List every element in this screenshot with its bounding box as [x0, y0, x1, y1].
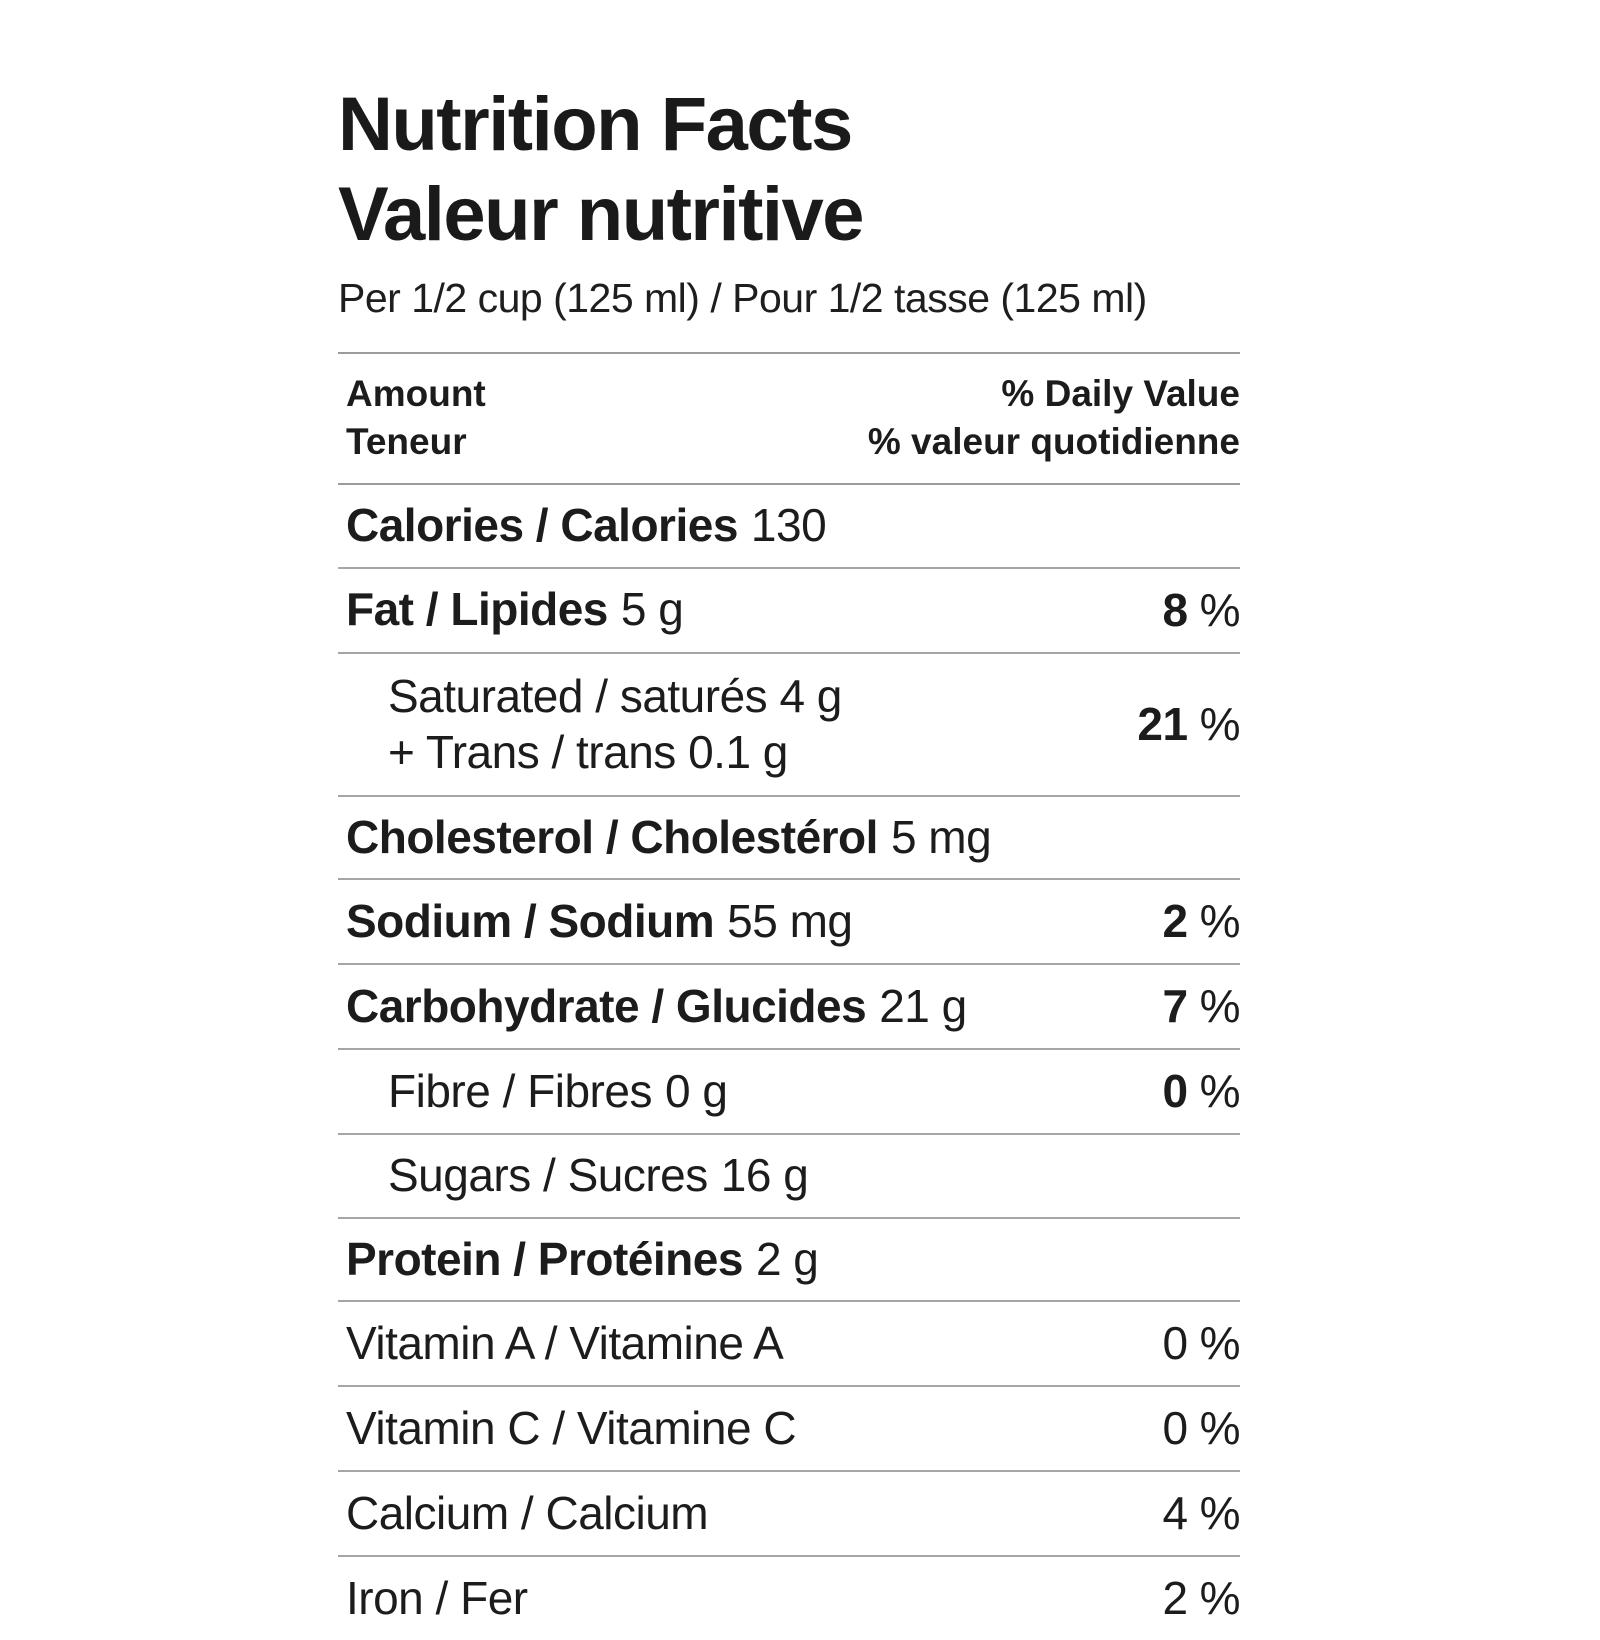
percent-sign: %: [1199, 1065, 1241, 1118]
row-protein: Protein / Protéines 2 g: [338, 1219, 1240, 1303]
row-sodium: Sodium / Sodium 55 mg 2 %: [338, 880, 1241, 966]
nutrient-amount: 0 g: [664, 1064, 728, 1117]
row-saturated-trans: Saturated / saturés 4 g + Trans / trans …: [338, 654, 1241, 797]
nutrient-name: Vitamin A / Vitamine A: [346, 1316, 784, 1369]
nutrient-name: Fat / Lipides: [346, 583, 608, 636]
trans-line: + Trans / trans 0.1 g: [388, 725, 788, 778]
daily-value-percent: 4 %: [1162, 1487, 1241, 1540]
nutrient-amount: 21 g: [879, 979, 967, 1032]
column-header: Amount Teneur % Daily Value % valeur quo…: [338, 352, 1240, 486]
nutrient-name: Sodium / Sodium: [346, 894, 715, 947]
percent-sign: %: [1199, 895, 1241, 948]
nutrient-rows: Calories / Calories 130 Fat / Lipides 5 …: [338, 485, 1241, 1640]
nutrient-name: Protein / Protéines: [346, 1232, 743, 1285]
row-vitamin-c: Vitamin C / Vitamine C 0 %: [338, 1387, 1241, 1473]
row-fibre: Fibre / Fibres 0 g 0 %: [338, 1050, 1241, 1136]
daily-value-percent: 2 %: [1162, 1572, 1241, 1625]
nutrient-name: Carbohydrate / Glucides: [346, 979, 867, 1032]
percent-sign: %: [1199, 980, 1241, 1033]
title-french: Valeur nutritive: [338, 171, 865, 257]
nutrient-name: Sugars / Sucres: [388, 1149, 708, 1202]
daily-value-percent: 21 %: [1137, 697, 1241, 750]
row-carbohydrate: Carbohydrate / Glucides 21 g 7 %: [338, 965, 1241, 1051]
daily-value-percent: 8 %: [1162, 583, 1241, 636]
nutrient-name: Calories / Calories: [346, 499, 738, 552]
daily-value-percent: 7 %: [1162, 980, 1241, 1033]
percent-sign: %: [1199, 1317, 1241, 1370]
nutrient-amount: 2 g: [755, 1232, 819, 1285]
daily-value-header-en: % Daily Value: [1001, 373, 1240, 415]
nutrient-amount: 5 mg: [890, 810, 992, 863]
row-sugars: Sugars / Sucres 16 g: [338, 1135, 1240, 1219]
serving-size: Per 1/2 cup (125 ml) / Pour 1/2 tasse (1…: [338, 275, 1147, 322]
row-fat: Fat / Lipides 5 g 8 %: [338, 569, 1241, 654]
percent-sign: %: [1199, 1402, 1241, 1455]
daily-value-header-fr: % valeur quotidienne: [867, 420, 1240, 462]
percent-sign: %: [1199, 697, 1241, 750]
daily-value-percent: 2 %: [1162, 895, 1241, 948]
nutrient-name: Iron / Fer: [346, 1571, 528, 1624]
daily-value-percent: 0 %: [1162, 1065, 1241, 1118]
percent-sign: %: [1199, 1487, 1241, 1540]
title-english: Nutrition Facts: [338, 82, 853, 167]
amount-header-en: Amount: [346, 373, 486, 415]
nutrient-name: Cholesterol / Cholestérol: [346, 810, 878, 863]
amount-header: Amount Teneur: [346, 370, 486, 465]
percent-sign: %: [1199, 583, 1241, 636]
daily-value-header: % Daily Value % valeur quotidienne: [868, 370, 1240, 465]
percent-sign: %: [1199, 1572, 1241, 1625]
amount-header-fr: Teneur: [346, 420, 467, 462]
saturated-line: Saturated / saturés 4 g: [388, 669, 842, 722]
row-iron: Iron / Fer 2 %: [338, 1557, 1241, 1640]
row-calories: Calories / Calories 130: [338, 485, 1240, 569]
nutrient-amount: 5 g: [620, 583, 684, 636]
nutrient-amount: 130: [750, 499, 827, 552]
nutrition-facts-label: Nutrition Facts Valeur nutritive Per 1/2…: [338, 80, 1241, 1640]
nutrient-name: Calcium / Calcium: [346, 1486, 709, 1539]
nutrient-amount: 55 mg: [727, 894, 853, 947]
nutrient-name: Fibre / Fibres: [388, 1064, 652, 1117]
row-calcium: Calcium / Calcium 4 %: [338, 1472, 1241, 1558]
row-vitamin-a: Vitamin A / Vitamine A 0 %: [338, 1302, 1241, 1388]
nutrient-amount: 16 g: [720, 1149, 809, 1202]
row-cholesterol: Cholesterol / Cholestérol 5 mg: [338, 797, 1240, 881]
label-title: Nutrition Facts Valeur nutritive: [338, 80, 1240, 259]
daily-value-percent: 0 %: [1162, 1317, 1241, 1370]
nutrient-name: Vitamin C / Vitamine C: [346, 1401, 797, 1454]
daily-value-percent: 0 %: [1162, 1402, 1241, 1455]
